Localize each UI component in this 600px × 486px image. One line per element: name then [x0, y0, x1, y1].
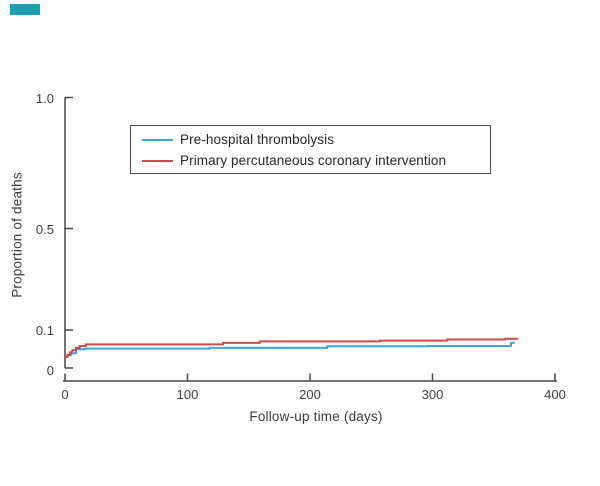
- x-tick-label-400: 400: [544, 387, 566, 402]
- y-tick-label-0.5: 0.5: [35, 221, 54, 237]
- y-tick-label-0.1: 0.1: [35, 323, 54, 338]
- legend-label-prehospital: Pre-hospital thrombolysis: [180, 132, 335, 147]
- legend-item-prehospital: Pre-hospital thrombolysis: [142, 129, 490, 150]
- curve-primary-pci: [65, 337, 519, 358]
- y-tick-label-1.0: 1.0: [35, 90, 54, 106]
- y-tick-label-0: 0: [46, 363, 54, 378]
- red-line-swatch-icon: [142, 159, 173, 162]
- x-axis-title: Follow-up time (days): [249, 409, 383, 424]
- x-tick-label-200: 200: [299, 387, 321, 402]
- x-tick-label-300: 300: [421, 387, 444, 402]
- x-tick-label-0: 0: [61, 387, 69, 402]
- accent-bar: [10, 4, 40, 15]
- x-tick-label-100: 100: [176, 387, 199, 402]
- legend-label-ppci: Primary percutaneous coronary interventi…: [180, 153, 447, 168]
- legend-item-ppci: Primary percutaneous coronary interventi…: [142, 150, 490, 171]
- legend: Pre-hospital thrombolysis Primary percut…: [130, 125, 491, 174]
- blue-line-swatch-icon: [142, 138, 173, 141]
